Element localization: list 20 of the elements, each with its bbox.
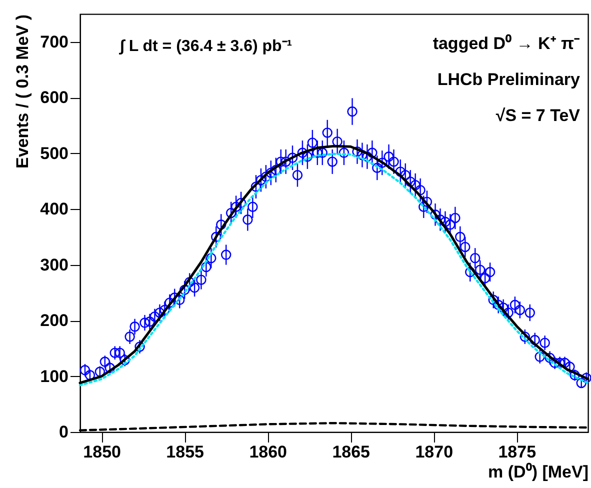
annotation: ∫ L dt = (36.4 ± 3.6) pb⁻¹ (118, 38, 292, 55)
x-tick-label: 1860 (249, 442, 288, 462)
y-tick-label: 700 (40, 32, 68, 52)
x-tick-label: 1850 (83, 442, 121, 462)
y-tick-label: 0 (59, 422, 68, 442)
x-axis-title: m (D⁰) [MeV] (488, 462, 588, 482)
y-tick-label: 400 (40, 200, 68, 219)
annotation: tagged D⁰ → K⁺ π⁻ (432, 34, 580, 53)
y-tick-label: 500 (40, 144, 68, 163)
annotation: LHCb Preliminary (437, 70, 581, 89)
y-tick-label: 100 (40, 366, 68, 386)
x-tick-label: 1870 (415, 442, 454, 462)
x-tick-label: 1865 (332, 442, 370, 462)
x-tick-label: 1855 (166, 442, 204, 462)
y-tick-label: 200 (40, 311, 68, 330)
y-tick-label: 600 (40, 88, 68, 108)
x-tick-label: 1875 (498, 442, 536, 462)
y-axis-title: Events / ( 0.3 MeV ) (13, 14, 32, 168)
y-tick-label: 300 (40, 255, 68, 274)
annotation: √S = 7 TeV (496, 106, 581, 125)
